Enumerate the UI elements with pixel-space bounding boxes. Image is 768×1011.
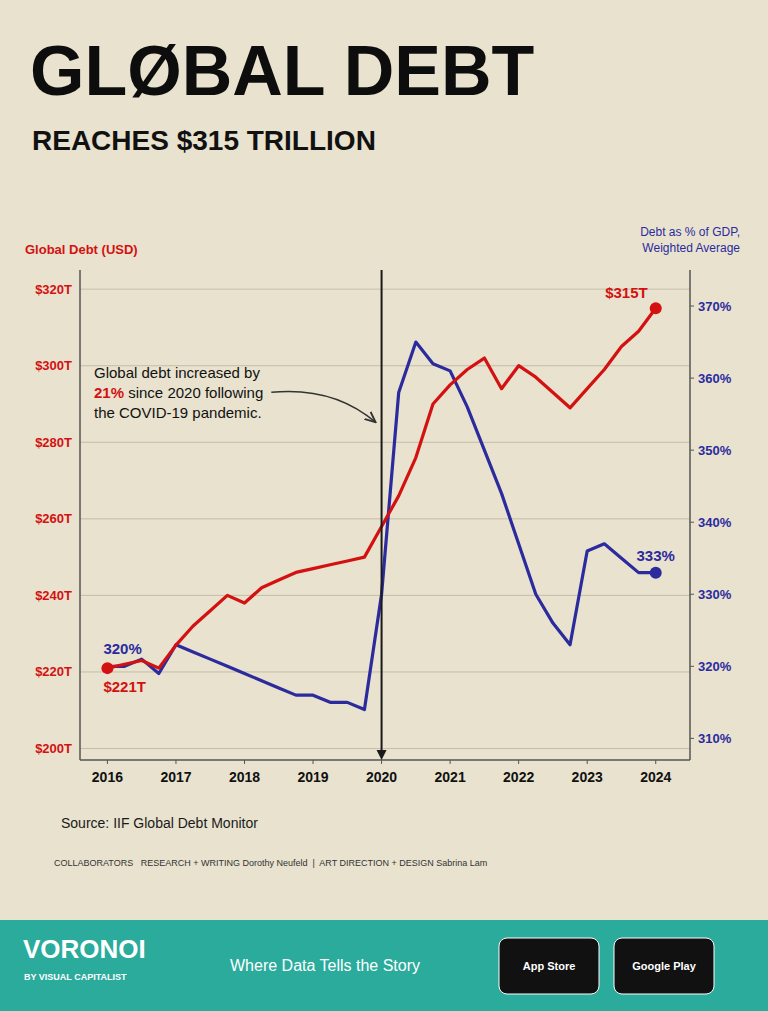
reference-line bbox=[381, 270, 383, 751]
reference-line-arrowhead bbox=[377, 750, 387, 760]
x-tick-label: 2021 bbox=[435, 769, 466, 785]
annotation-arrow bbox=[271, 391, 375, 422]
y2-tick-label: 350% bbox=[698, 443, 732, 458]
x-tick-label: 2023 bbox=[572, 769, 603, 785]
x-axis-line bbox=[80, 759, 690, 761]
chart-svg: GLØBAL DEBT REACHES $315 TRILLION Global D… bbox=[0, 0, 768, 1011]
footer-tagline: Where Data Tells the Story bbox=[230, 957, 420, 974]
grid-line bbox=[80, 748, 690, 749]
y2-tick-label: 330% bbox=[698, 587, 732, 602]
x-tick-label: 2019 bbox=[297, 769, 328, 785]
y2-tick-label: 340% bbox=[698, 515, 732, 530]
store-button bbox=[614, 938, 714, 994]
credits: COLLABORATORS RESEARCH + WRITING Dorothy… bbox=[54, 858, 487, 868]
y-axis-label: Global Debt (USD) bbox=[25, 242, 138, 257]
y2-tick-label: 360% bbox=[698, 371, 732, 386]
subtitle: REACHES $315 TRILLION bbox=[32, 125, 376, 156]
grid-line bbox=[80, 289, 690, 290]
store-button bbox=[499, 938, 599, 994]
x-tick-label: 2016 bbox=[92, 769, 123, 785]
y-tick-label: $220T bbox=[35, 664, 72, 679]
data-label: 333% bbox=[637, 547, 675, 564]
background bbox=[0, 0, 768, 1011]
annotation-text: the COVID-19 pandemic. bbox=[94, 404, 262, 421]
y-tick-label: $280T bbox=[35, 435, 72, 450]
y-tick-label: $320T bbox=[35, 282, 72, 297]
y-tick-label: $200T bbox=[35, 741, 72, 756]
y2-axis-line bbox=[689, 270, 691, 760]
annotation-text-part: since 2020 following bbox=[124, 384, 263, 401]
data-label: 320% bbox=[103, 640, 141, 657]
endpoint-dot bbox=[650, 302, 662, 314]
y2-axis-label: Debt as % of GDP, Weighted Average bbox=[640, 225, 740, 255]
source: Source: IIF Global Debt Monitor bbox=[61, 815, 258, 831]
y2-axis-label-line: Weighted Average bbox=[642, 241, 740, 255]
store-button-label: Google Play bbox=[632, 960, 696, 972]
y-tick-label: $260T bbox=[35, 511, 72, 526]
footer-brand: VORONOI bbox=[23, 934, 146, 964]
x-tick-label: 2017 bbox=[160, 769, 191, 785]
y2-tick-label: 320% bbox=[698, 659, 732, 674]
data-label: $221T bbox=[103, 678, 146, 695]
data-label: $315T bbox=[605, 284, 648, 301]
y-tick-label: $240T bbox=[35, 588, 72, 603]
page: {"background": "#e8e2ce", "chart_data": … bbox=[0, 0, 768, 1011]
grid bbox=[80, 289, 690, 748]
y2-tick-label: 310% bbox=[698, 731, 732, 746]
y-axis-line bbox=[79, 270, 81, 760]
footer-byline: BY VISUAL CAPITALIST bbox=[24, 972, 127, 982]
x-tick-label: 2022 bbox=[503, 769, 534, 785]
annotation-text: Global debt increased by bbox=[94, 364, 260, 381]
title: GLØBAL DEBT bbox=[30, 32, 534, 110]
footer-band bbox=[0, 920, 768, 1011]
grid-line bbox=[80, 442, 690, 443]
x-tick-label: 2020 bbox=[366, 769, 397, 785]
grid-line bbox=[80, 671, 690, 672]
grid-line bbox=[80, 595, 690, 596]
annotation-text-part: 21% bbox=[94, 384, 124, 401]
annotation-text: 21% since 2020 following bbox=[94, 384, 263, 401]
x-tick-label: 2024 bbox=[640, 769, 671, 785]
y2-tick-label: 370% bbox=[698, 299, 732, 314]
endpoint-dot bbox=[650, 567, 662, 579]
y2-axis-label-line: Debt as % of GDP, bbox=[640, 225, 740, 239]
store-button-label: App Store bbox=[523, 960, 576, 972]
endpoint-dot bbox=[101, 662, 113, 674]
x-tick-label: 2018 bbox=[229, 769, 260, 785]
y-tick-label: $300T bbox=[35, 358, 72, 373]
